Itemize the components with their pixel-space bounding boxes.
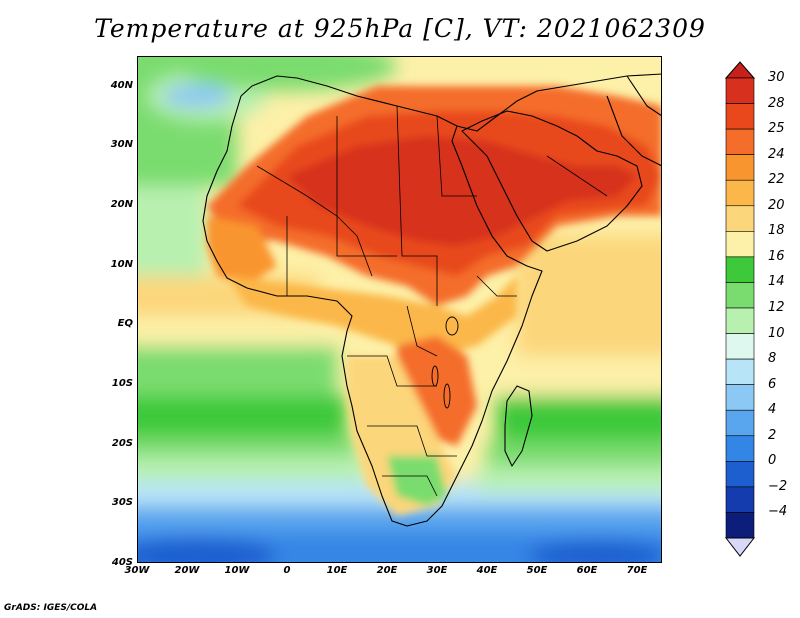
lon-tick-label: 0 [283, 565, 291, 576]
lon-tick-label: 20E [376, 565, 398, 576]
colorbar-level-label: 25 [768, 121, 785, 137]
colorbar-segment [725, 486, 755, 513]
colorbar [724, 61, 756, 557]
colorbar-segment [725, 282, 755, 309]
temperature-map [137, 56, 662, 563]
colorbar-level-label: 30 [768, 70, 785, 85]
lat-tick-label: 30N [110, 139, 133, 151]
colorbar-segment [725, 179, 755, 207]
colorbar-segment [725, 205, 755, 232]
colorbar-level-label: 20 [768, 197, 785, 213]
colorbar-over-triangle [724, 61, 756, 79]
lat-tick-label: 10S [111, 378, 133, 390]
colorbar-level-label: −4 [768, 504, 788, 520]
colorbar-level-label: 18 [768, 223, 785, 239]
colorbar-level-label: 28 [768, 95, 785, 111]
colorbar-level-label: 6 [768, 376, 777, 392]
colorbar-level-label: 2 [768, 427, 777, 443]
colorbar-segment [725, 358, 755, 385]
grads-credit: GrADS: IGES/COLA [4, 603, 98, 613]
colorbar-segment [725, 409, 755, 437]
lat-tick-label: 40S [111, 557, 133, 568]
colorbar-segment [725, 384, 755, 411]
lon-tick-label: 10E [326, 565, 348, 576]
lon-tick-label: 20W [174, 565, 200, 576]
colorbar-level-label: 14 [768, 274, 785, 290]
colorbar-segment [725, 128, 755, 155]
lat-tick-label: EQ [117, 318, 133, 330]
lat-tick-label: 20S [111, 437, 133, 449]
colorbar-segment [725, 231, 755, 258]
lon-tick-label: 30E [426, 565, 448, 576]
colorbar-segment [725, 103, 755, 130]
colorbar-level-label: 10 [768, 325, 785, 341]
lon-tick-label: 50E [526, 565, 548, 576]
lat-tick-label: 20N [110, 199, 133, 211]
colorbar-segment [725, 435, 755, 462]
lat-tick-label: 30S [111, 497, 133, 509]
colorbar-segment [725, 154, 755, 181]
colorbar-segment [725, 512, 755, 539]
lat-tick-label: 10N [110, 258, 133, 270]
colorbar-level-label: 24 [768, 146, 785, 162]
colorbar-segment [725, 461, 755, 488]
lon-tick-label: 70E [626, 565, 648, 576]
colorbar-segment [725, 307, 755, 334]
colorbar-segment [725, 77, 755, 104]
map-title: Temperature at 925hPa [C], VT: 202106230… [94, 14, 706, 43]
lon-tick-label: 10W [224, 565, 250, 576]
colorbar-segment [725, 333, 755, 360]
colorbar-segment [725, 256, 755, 283]
colorbar-level-label: 22 [768, 172, 785, 188]
lat-tick-label: 40N [110, 79, 133, 91]
colorbar-level-label: 8 [768, 351, 777, 367]
colorbar-level-label: −2 [768, 478, 788, 494]
colorbar-level-label: 12 [768, 300, 785, 315]
lon-tick-label: 30W [124, 565, 150, 576]
colorbar-under-triangle [724, 537, 756, 557]
lon-tick-label: 40E [476, 565, 498, 576]
colorbar-level-label: 16 [768, 248, 785, 264]
lon-tick-label: 60E [576, 565, 598, 576]
colorbar-level-label: 0 [768, 453, 777, 469]
colorbar-level-label: 4 [768, 402, 777, 418]
